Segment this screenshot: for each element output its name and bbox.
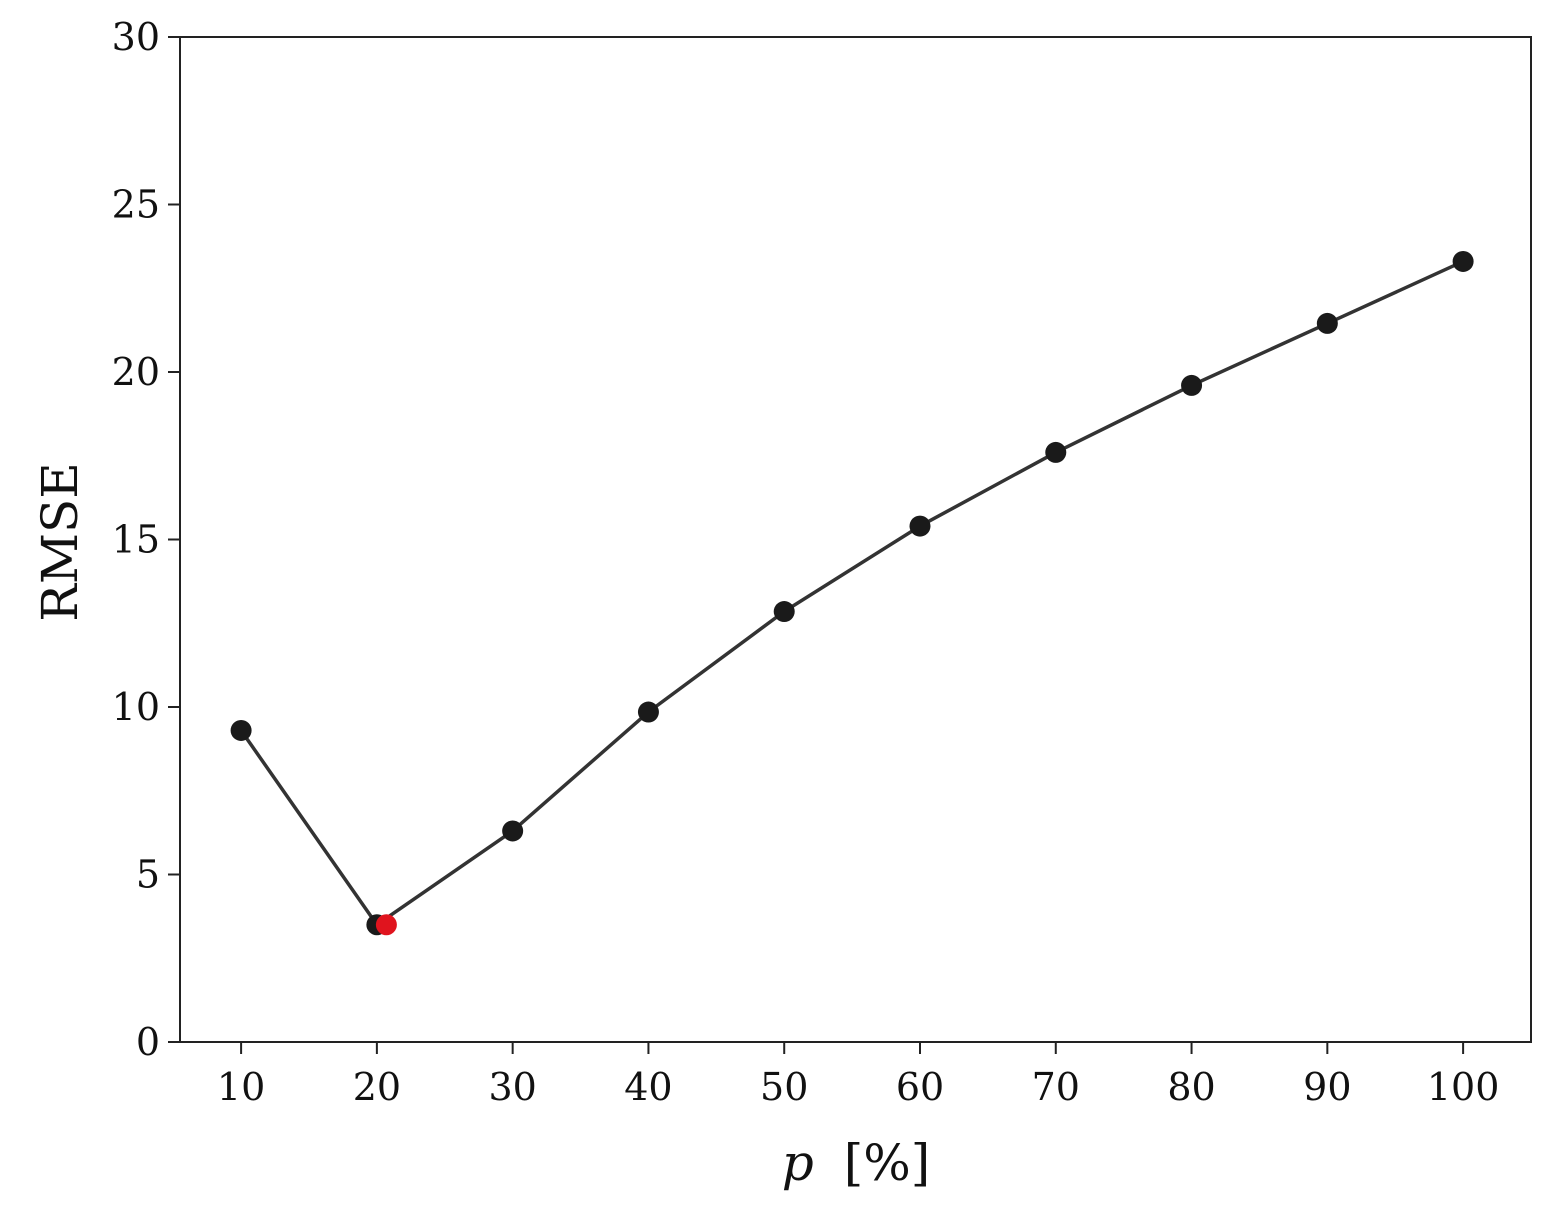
series-layer (230, 250, 1474, 936)
data-point (1181, 374, 1203, 396)
y-tick-label: 10 (112, 685, 160, 729)
y-tick-label: 25 (112, 183, 160, 227)
y-axis-label: RMSE (31, 462, 89, 622)
data-point (502, 820, 524, 842)
labels-layer: RMSE p [%] (31, 462, 930, 1192)
data-point (1045, 441, 1067, 463)
x-tick-label: 90 (1303, 1065, 1351, 1109)
x-tick-label: 10 (217, 1065, 265, 1109)
x-axis-unit: [%] (844, 1134, 931, 1192)
x-tick-label: 70 (1032, 1065, 1080, 1109)
data-point (773, 601, 795, 623)
data-point (1316, 312, 1338, 334)
data-point (1452, 250, 1474, 272)
y-tick-label: 30 (112, 15, 160, 59)
data-point (637, 701, 659, 723)
series-line (239, 259, 1464, 927)
x-tick-label: 80 (1167, 1065, 1215, 1109)
x-tick-label: 100 (1427, 1065, 1500, 1109)
x-tick-label: 40 (624, 1065, 672, 1109)
x-tick-label: 50 (760, 1065, 808, 1109)
y-tick-label: 15 (112, 518, 160, 562)
y-tick-label: 5 (136, 853, 160, 897)
x-axis-variable: p (782, 1134, 814, 1192)
plot-frame (179, 36, 1532, 1043)
x-axis-label: p [%] (782, 1134, 930, 1192)
data-point (909, 515, 931, 537)
y-tick-label: 20 (112, 350, 160, 394)
y-tick-label: 0 (136, 1020, 160, 1064)
x-tick-label: 20 (353, 1065, 401, 1109)
data-point (230, 719, 252, 741)
x-tick-label: 60 (896, 1065, 944, 1109)
axes: 0 5 10 15 20 25 30 10 20 30 40 50 60 70 80 90 100 (112, 15, 1532, 1109)
highlight-point (375, 914, 397, 936)
x-tick-label: 30 (488, 1065, 536, 1109)
